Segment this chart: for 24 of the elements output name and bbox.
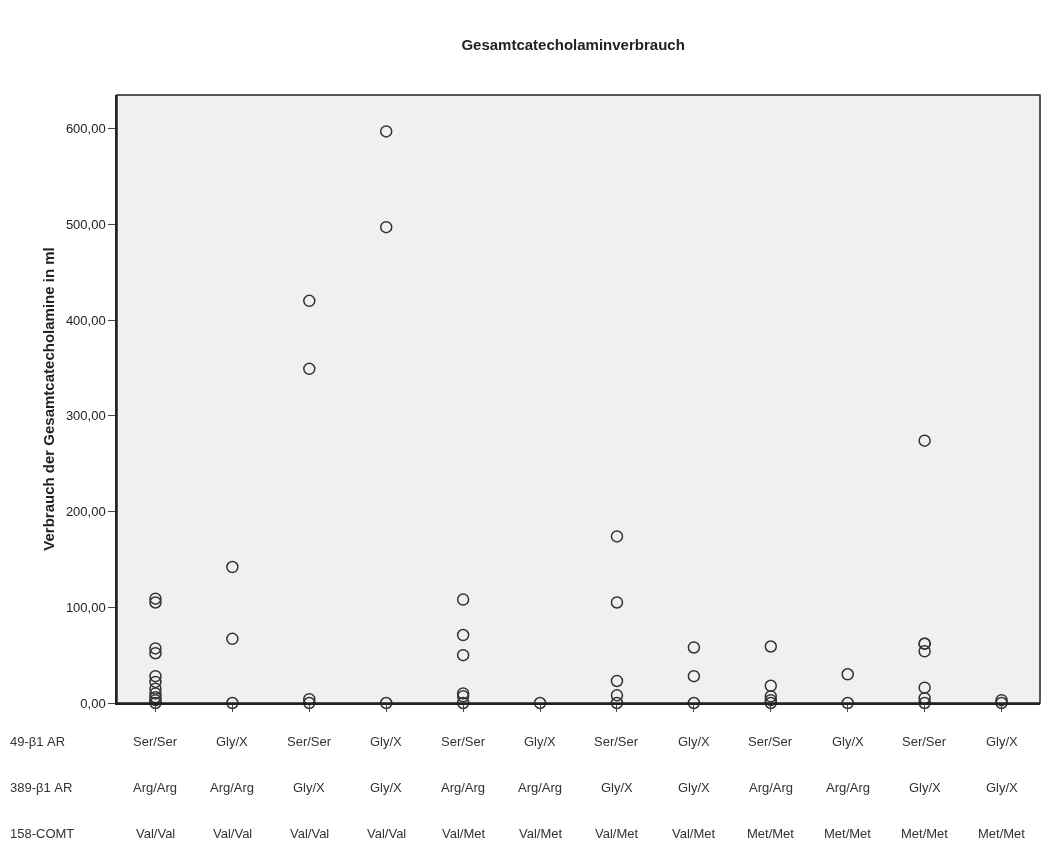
- category-label: Gly/X Gly/X Met/Met: [978, 734, 1025, 841]
- category-label: Gly/X Arg/Arg Val/Met: [518, 734, 563, 841]
- chart-title: Gesamtcatecholaminverbrauch: [461, 36, 685, 54]
- y-tick-label: 400,00: [65, 312, 106, 328]
- category-label: Ser/Ser Gly/X Val/Val: [287, 734, 332, 841]
- category-label: Ser/Ser Arg/Arg Met/Met: [747, 734, 794, 841]
- category-label: Gly/X Arg/Arg Val/Val: [210, 734, 255, 841]
- text: 389-β1 AR: [10, 780, 73, 795]
- category-label: Gly/X Gly/X Val/Met: [672, 734, 716, 841]
- category-label: Ser/Ser Arg/Arg Val/Val: [133, 734, 178, 841]
- category-label: Ser/Ser Gly/X Met/Met: [901, 734, 948, 841]
- text: 158-COMT: [10, 826, 75, 841]
- y-tick-label: 600,00: [65, 121, 106, 137]
- y-axis-title: Verbrauch der Gesamtcatecholamine in ml: [39, 247, 57, 551]
- text: 49-β1 AR: [10, 734, 66, 749]
- y-tick-label: 100,00: [65, 599, 106, 615]
- category-label: Ser/Ser Gly/X Val/Met: [594, 734, 639, 841]
- category-label: Ser/Ser Arg/Arg Val/Met: [441, 734, 486, 841]
- y-tick-label: 200,00: [65, 504, 106, 520]
- category-label: Gly/X Arg/Arg Met/Met: [824, 734, 871, 841]
- y-tick-label: 300,00: [65, 408, 106, 424]
- category-label: Gly/X Gly/X Val/Val: [367, 734, 407, 841]
- y-tick-label: 500,00: [65, 216, 106, 232]
- y-tick-label: 0,00: [80, 695, 106, 711]
